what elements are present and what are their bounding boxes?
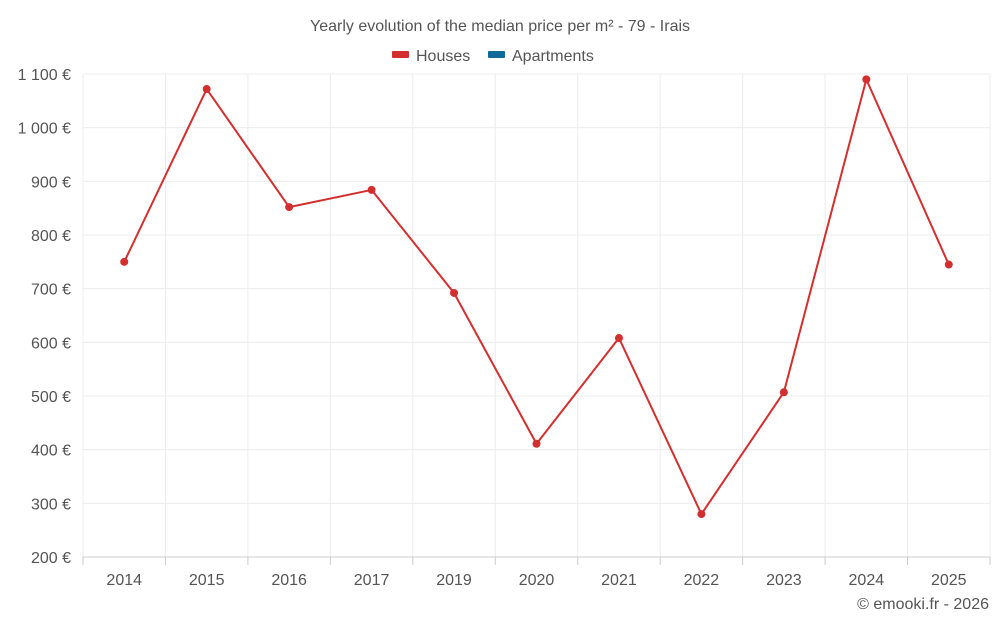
data-point[interactable] [532,439,541,448]
legend-item-apartments[interactable]: Apartments [488,48,594,65]
data-point[interactable] [367,185,376,194]
y-gridlines [83,73,990,504]
y-tick-label: 1 000 € [18,121,71,138]
x-tick-label: 2023 [766,572,802,589]
y-tick-label: 1 100 € [18,67,71,84]
x-tick-label: 2019 [436,572,472,589]
x-tick-label: 2016 [271,572,307,589]
legend-item-houses[interactable]: Houses [392,48,470,65]
x-gridlines [82,74,991,565]
legend-label-houses: Houses [416,48,470,65]
data-point[interactable] [862,75,871,84]
x-tick-label: 2020 [519,572,555,589]
chart-title: Yearly evolution of the median price per… [310,18,690,35]
y-tick-label: 600 € [31,335,71,352]
data-point[interactable] [202,85,211,94]
legend: Houses Apartments [392,48,594,65]
legend-label-apartments: Apartments [512,48,594,65]
x-tick-label: 2024 [849,572,885,589]
y-tick-label: 900 € [31,174,71,191]
data-point[interactable] [614,334,623,343]
data-point[interactable] [779,388,788,397]
y-tick-label: 300 € [31,496,71,513]
y-tick-label: 700 € [31,282,71,299]
x-tick-label: 2015 [189,572,225,589]
x-tick-label: 2025 [931,572,967,589]
data-point[interactable] [120,257,129,266]
x-tick-label: 2022 [684,572,720,589]
series-points [120,75,953,519]
credit-text: © emooki.fr - 2026 [857,596,989,613]
y-tick-label: 200 € [31,550,71,567]
x-tick-label: 2017 [354,572,390,589]
data-point[interactable] [944,260,953,269]
x-axis-labels: 2014 2015 2016 2017 2019 2020 2021 2022 2023 2024… [106,572,966,589]
x-tick-label: 2014 [106,572,142,589]
data-point[interactable] [450,288,459,297]
data-point[interactable] [285,203,294,212]
y-tick-label: 500 € [31,389,71,406]
y-axis-labels: 200 € 300 € 400 € 500 € 600 € 700 € 800 € 900 €… [18,67,71,567]
legend-swatch-apartments [488,51,505,58]
x-tick-label: 2021 [601,572,637,589]
data-point[interactable] [697,510,706,519]
y-tick-label: 400 € [31,443,71,460]
legend-swatch-houses [392,51,409,58]
y-tick-label: 800 € [31,228,71,245]
